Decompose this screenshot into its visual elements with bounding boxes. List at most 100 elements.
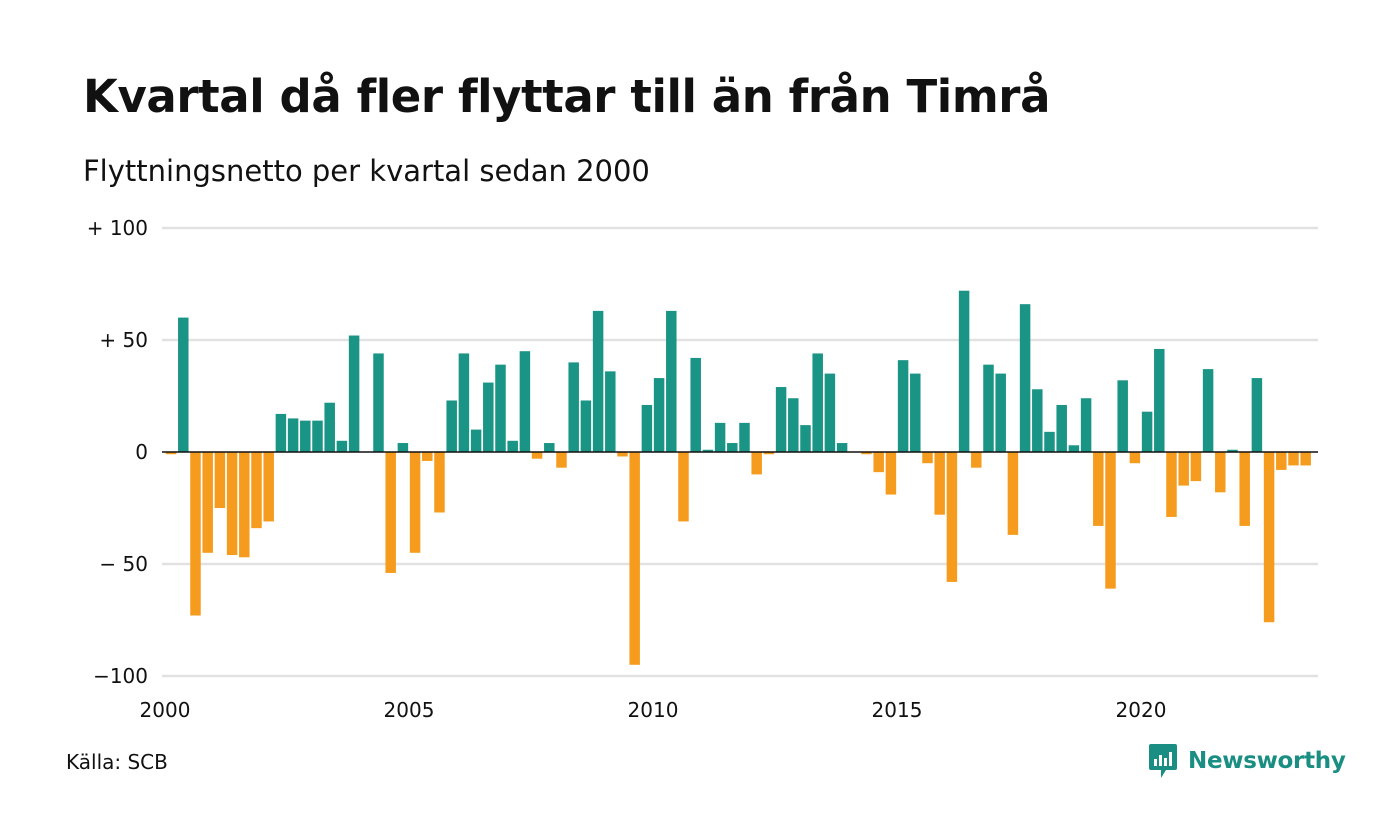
- bar: [946, 452, 958, 582]
- y-tick-label: 0: [135, 440, 148, 464]
- bar: [800, 425, 811, 452]
- bar: [812, 353, 823, 452]
- bar-chart: + 100 + 50 0 − 50 −100 2000 2005 2010 2015 2020: [87, 216, 1318, 722]
- bar: [544, 443, 555, 452]
- bar: [629, 452, 640, 665]
- gridlines: [162, 226, 1318, 678]
- bar: [336, 440, 348, 452]
- bar: [287, 418, 299, 452]
- bar: [702, 449, 714, 452]
- bar: [251, 452, 262, 529]
- bar: [165, 452, 177, 455]
- bar: [1227, 449, 1238, 452]
- bar: [300, 420, 311, 452]
- bar: [1129, 452, 1141, 464]
- bar: [592, 310, 604, 452]
- bar: [934, 452, 945, 515]
- bar: [324, 402, 335, 452]
- bar: [653, 378, 665, 452]
- bar: [263, 452, 274, 522]
- bar: [861, 452, 872, 455]
- bars: [165, 290, 1311, 665]
- bar: [1007, 452, 1019, 535]
- bar: [1288, 452, 1299, 466]
- bar: [1093, 452, 1104, 526]
- bar: [446, 400, 457, 452]
- bar: [873, 452, 884, 473]
- bar: [458, 353, 470, 452]
- bar: [1032, 389, 1043, 452]
- bar: [470, 429, 482, 452]
- bar: [1300, 452, 1311, 466]
- bar: [1202, 369, 1214, 452]
- bar: [385, 452, 396, 573]
- x-tick-label: 2020: [1116, 698, 1167, 722]
- source-note: Källa: SCB: [66, 750, 168, 774]
- bar: [1019, 304, 1031, 452]
- bar: [971, 452, 982, 468]
- bar: [495, 364, 506, 452]
- y-tick-label: + 50: [99, 328, 148, 352]
- bar: [312, 420, 323, 452]
- y-tick-label: − 50: [99, 552, 148, 576]
- bar: [434, 452, 445, 513]
- bar: [519, 351, 531, 452]
- bar: [763, 452, 775, 455]
- bar: [1276, 452, 1287, 470]
- bar: [1178, 452, 1189, 486]
- x-axis-labels: 2000 2005 2010 2015 2020: [140, 698, 1167, 722]
- y-tick-label: + 100: [87, 216, 148, 240]
- bar: [409, 452, 421, 553]
- bar: [1080, 398, 1092, 452]
- x-tick-label: 2000: [140, 698, 191, 722]
- x-tick-label: 2005: [384, 698, 435, 722]
- y-tick-label: −100: [93, 664, 148, 688]
- newsworthy-logo-icon: [1149, 744, 1177, 778]
- bar: [788, 398, 799, 452]
- bar: [1154, 348, 1165, 452]
- bar: [958, 290, 970, 452]
- bar: [922, 452, 933, 464]
- bar: [1190, 452, 1202, 482]
- bar: [275, 413, 287, 452]
- bar: [641, 404, 653, 452]
- chart-subtitle: Flyttningsnetto per kvartal sedan 2000: [83, 154, 650, 188]
- bar: [483, 382, 494, 452]
- bar: [995, 373, 1006, 452]
- brand-name: Newsworthy: [1188, 748, 1346, 774]
- bar: [239, 452, 250, 558]
- bar: [422, 452, 433, 461]
- bar: [1239, 452, 1250, 526]
- bar: [897, 360, 909, 452]
- bar: [824, 373, 836, 452]
- bar: [666, 310, 677, 452]
- bar: [1068, 445, 1080, 452]
- bar: [214, 452, 226, 508]
- bar: [836, 443, 848, 452]
- bar: [580, 400, 592, 452]
- bar: [1251, 378, 1263, 452]
- bar: [226, 452, 238, 556]
- bar: [556, 452, 567, 468]
- bar: [1141, 411, 1153, 452]
- x-tick-label: 2015: [872, 698, 923, 722]
- bar: [1215, 452, 1226, 493]
- bar: [568, 362, 579, 452]
- bar: [714, 422, 726, 452]
- bar: [348, 335, 360, 452]
- bar: [1263, 452, 1275, 623]
- bar: [678, 452, 689, 522]
- bar: [751, 452, 762, 475]
- x-tick-label: 2010: [628, 698, 679, 722]
- brand-logo-group: Newsworthy: [1148, 742, 1346, 780]
- bar: [373, 353, 384, 452]
- bar: [775, 387, 787, 452]
- bar: [1056, 404, 1067, 452]
- bar: [739, 422, 750, 452]
- bar: [531, 452, 543, 459]
- bar: [190, 452, 201, 616]
- bar: [202, 452, 213, 553]
- y-axis-labels: + 100 + 50 0 − 50 −100: [87, 216, 148, 688]
- bar: [605, 371, 616, 452]
- bar: [727, 443, 738, 452]
